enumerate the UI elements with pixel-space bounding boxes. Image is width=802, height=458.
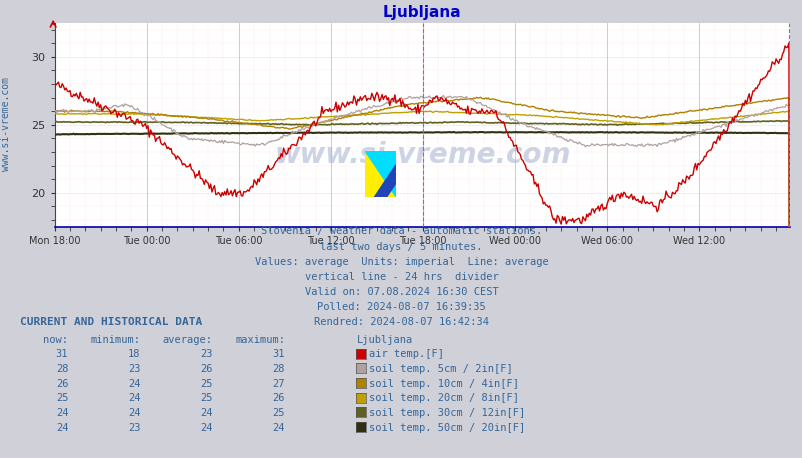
Text: 18: 18 xyxy=(128,349,140,359)
Polygon shape xyxy=(365,151,395,197)
Text: 24: 24 xyxy=(128,393,140,403)
Text: maximum:: maximum: xyxy=(235,335,285,344)
Text: 31: 31 xyxy=(55,349,68,359)
Text: 27: 27 xyxy=(272,379,285,388)
Text: www.si-vreme.com: www.si-vreme.com xyxy=(273,142,570,169)
Text: 28: 28 xyxy=(272,364,285,374)
Text: last two days / 5 minutes.: last two days / 5 minutes. xyxy=(320,242,482,251)
Text: 26: 26 xyxy=(200,364,213,374)
Text: soil temp. 10cm / 4in[F]: soil temp. 10cm / 4in[F] xyxy=(369,379,519,388)
Text: 25: 25 xyxy=(200,379,213,388)
Text: Valid on: 07.08.2024 16:30 CEST: Valid on: 07.08.2024 16:30 CEST xyxy=(304,287,498,297)
Text: soil temp. 20cm / 8in[F]: soil temp. 20cm / 8in[F] xyxy=(369,393,519,403)
Text: www.si-vreme.com: www.si-vreme.com xyxy=(2,76,11,171)
Text: Values: average  Units: imperial  Line: average: Values: average Units: imperial Line: av… xyxy=(254,257,548,267)
Text: 23: 23 xyxy=(200,349,213,359)
Text: 25: 25 xyxy=(200,393,213,403)
Polygon shape xyxy=(374,165,395,197)
Text: CURRENT AND HISTORICAL DATA: CURRENT AND HISTORICAL DATA xyxy=(20,317,202,327)
Text: 25: 25 xyxy=(272,408,285,418)
Polygon shape xyxy=(365,151,395,197)
Text: Ljubljana: Ljubljana xyxy=(357,335,413,344)
Text: 23: 23 xyxy=(128,364,140,374)
Text: 24: 24 xyxy=(55,423,68,432)
Text: 31: 31 xyxy=(272,349,285,359)
Text: soil temp. 30cm / 12in[F]: soil temp. 30cm / 12in[F] xyxy=(369,408,525,418)
Text: soil temp. 5cm / 2in[F]: soil temp. 5cm / 2in[F] xyxy=(369,364,512,374)
Text: 24: 24 xyxy=(128,408,140,418)
Text: Slovenia / weather data - automatic stations.: Slovenia / weather data - automatic stat… xyxy=(261,227,541,236)
Text: Polled: 2024-08-07 16:39:35: Polled: 2024-08-07 16:39:35 xyxy=(317,302,485,312)
Text: 26: 26 xyxy=(55,379,68,388)
Text: average:: average: xyxy=(163,335,213,344)
Text: Rendred: 2024-08-07 16:42:34: Rendred: 2024-08-07 16:42:34 xyxy=(314,317,488,327)
Text: now:: now: xyxy=(43,335,68,344)
Text: 25: 25 xyxy=(55,393,68,403)
Text: minimum:: minimum: xyxy=(91,335,140,344)
Text: 24: 24 xyxy=(128,379,140,388)
Text: air temp.[F]: air temp.[F] xyxy=(369,349,444,359)
Text: 23: 23 xyxy=(128,423,140,432)
Text: vertical line - 24 hrs  divider: vertical line - 24 hrs divider xyxy=(304,272,498,282)
Title: Ljubljana: Ljubljana xyxy=(383,5,461,20)
Text: 26: 26 xyxy=(272,393,285,403)
Text: 24: 24 xyxy=(200,408,213,418)
Text: 24: 24 xyxy=(55,408,68,418)
Text: soil temp. 50cm / 20in[F]: soil temp. 50cm / 20in[F] xyxy=(369,423,525,432)
Text: 24: 24 xyxy=(272,423,285,432)
Text: 24: 24 xyxy=(200,423,213,432)
Text: 28: 28 xyxy=(55,364,68,374)
